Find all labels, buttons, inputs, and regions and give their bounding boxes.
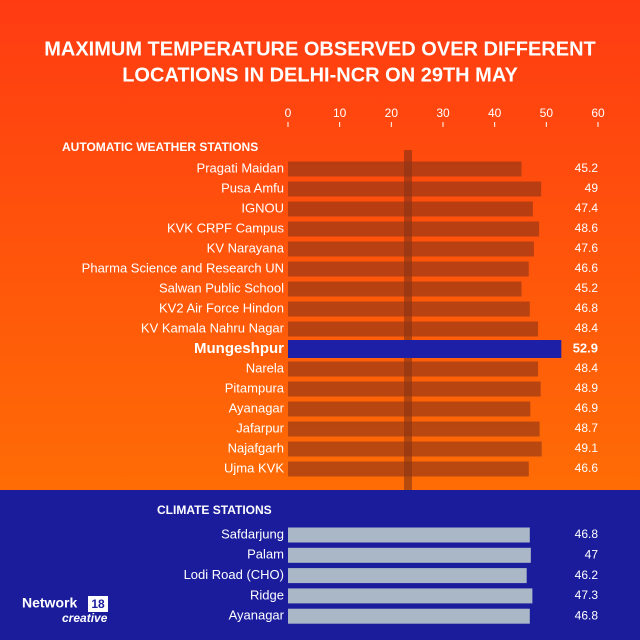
value-label: 48.6 [575,221,599,235]
brand-number: 18 [91,597,105,611]
category-label: KV2 Air Force Hindon [159,300,284,315]
group-label: AUTOMATIC WEATHER STATIONS [62,140,258,154]
category-label: Pitampura [225,380,285,395]
value-label: 48.4 [575,321,599,335]
value-label: 46.2 [575,568,599,582]
x-tick-label: 20 [385,106,399,120]
category-label: Ayanagar [229,608,285,623]
bar [288,381,541,397]
title-line: MAXIMUM TEMPERATURE OBSERVED OVER DIFFER… [44,38,596,60]
value-label: 52.9 [573,340,598,355]
group-label: CLIMATE STATIONS [157,503,272,517]
bar [288,608,530,624]
bar [288,221,540,237]
category-label: Najafgarh [228,440,284,455]
bar [288,361,539,377]
bar [288,461,529,477]
bar [288,281,522,297]
category-label: Palam [247,547,284,562]
x-tick-label: 50 [540,106,554,120]
category-label: Pusa Amfu [221,180,284,195]
logo: Network 18 creative [22,595,108,625]
pole-decoration [404,150,412,490]
category-label: Pharma Science and Research UN [82,260,284,275]
category-label: Salwan Public School [159,280,284,295]
bar [288,401,531,417]
value-label: 49.1 [575,441,599,455]
category-label: Lodi Road (CHO) [184,567,284,582]
category-label: Pragati Maidan [197,160,284,175]
title-line: LOCATIONS IN DELHI-NCR ON 29TH MAY [122,64,518,86]
category-label: Narela [246,360,285,375]
x-tick-label: 10 [333,106,347,120]
value-label: 46.6 [575,461,599,475]
value-label: 48.9 [575,381,599,395]
value-label: 46.8 [575,608,599,622]
value-label: 47 [585,547,599,561]
bar [288,261,529,277]
category-label: Ayanagar [229,400,285,415]
bar [288,201,533,217]
x-tick-label: 30 [436,106,450,120]
value-label: 46.6 [575,261,599,275]
category-label: Ridge [250,587,284,602]
bar [288,568,527,584]
x-tick-label: 0 [285,106,292,120]
value-label: 46.8 [575,527,599,541]
category-label: Mungeshpur [194,340,284,357]
category-label: IGNOU [241,200,284,215]
bar [288,321,539,337]
bar [288,588,533,604]
value-label: 46.8 [575,301,599,315]
value-label: 46.9 [575,401,599,415]
value-label: 48.7 [575,421,599,435]
value-label: 47.4 [575,201,599,215]
x-tick-label: 40 [488,106,502,120]
value-label: 47.6 [575,241,599,255]
bar [288,527,530,543]
bar [288,181,542,197]
category-label: Safdarjung [221,526,284,541]
value-label: 47.3 [575,588,599,602]
category-label: KVK CRPF Campus [167,220,285,235]
bar [288,441,542,457]
brand-box [88,596,108,612]
value-label: 48.4 [575,361,599,375]
value-label: 45.2 [575,161,599,175]
value-label: 45.2 [575,281,599,295]
brand: Network [22,595,77,611]
bar [288,161,522,177]
bar [288,340,562,358]
brand-sub: creative [62,611,108,625]
category-label: Jafarpur [236,420,284,435]
x-tick-label: 60 [591,106,605,120]
category-label: KV Kamala Nahru Nagar [141,320,285,335]
bar [288,547,531,563]
value-label: 49 [585,181,599,195]
category-label: Ujma KVK [224,460,284,475]
bar [288,241,534,257]
bar [288,421,540,437]
bar [288,301,530,317]
category-label: KV Narayana [207,240,285,255]
